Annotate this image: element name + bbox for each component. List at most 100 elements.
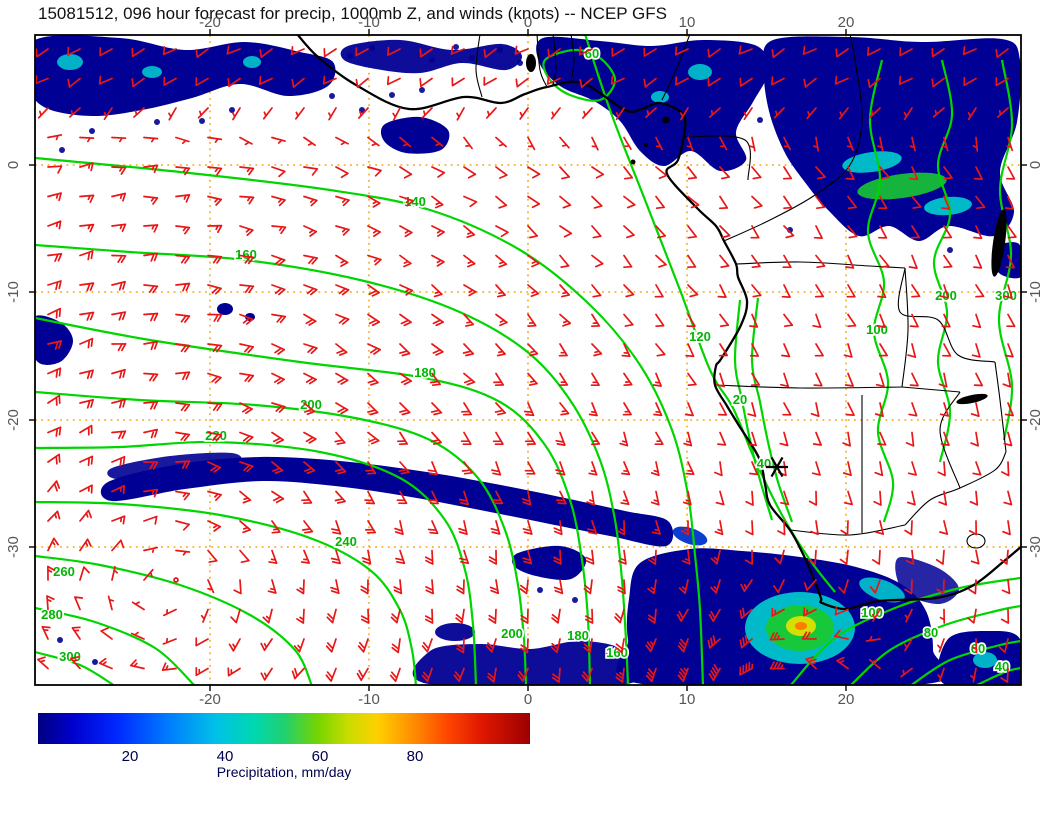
country-border: [901, 386, 961, 393]
precip-cell: [217, 303, 233, 315]
contour-label: 40: [757, 456, 771, 471]
lake: [956, 393, 988, 405]
colorbar-tick-labels: 20 40 60 80: [122, 748, 424, 765]
contour-label: 80: [924, 625, 938, 640]
lon-label-bottom: 10: [679, 691, 696, 708]
precip-speckle: [199, 118, 205, 124]
country-border: [723, 35, 863, 242]
precip-speckle: [757, 117, 763, 123]
map-title: 15081512, 096 hour forecast for precip, …: [38, 4, 667, 23]
precip-speckle: [429, 57, 435, 63]
country-border: [714, 384, 903, 389]
precip-cell: [243, 56, 261, 68]
precip-area: [100, 456, 674, 547]
country-border: [939, 391, 961, 489]
colorbar-caption: Precipitation, mm/day: [217, 764, 352, 780]
precip-speckle: [229, 107, 235, 113]
contour-label: 160: [235, 247, 257, 262]
precip-area: [107, 452, 242, 480]
country-border: [475, 35, 483, 98]
contour-label: 120: [689, 329, 711, 344]
lon-label-top: 10: [679, 14, 696, 31]
precip-speckle: [59, 147, 65, 153]
lon-label-top: -20: [199, 14, 221, 31]
lon-label-top: 0: [524, 14, 532, 31]
country-border: [735, 261, 906, 269]
height-contour-20: [733, 299, 774, 521]
contour-label-layer: 1401601802002202402602803001202040100200…: [39, 44, 1018, 676]
precip-speckle: [57, 637, 63, 643]
precip-speckle: [329, 93, 335, 99]
africa-coastline: [296, 35, 1021, 611]
lat-label-left: 0: [5, 161, 22, 169]
precip-speckle: [947, 247, 953, 253]
height-contour-40: [974, 666, 1021, 685]
coastline-layer: [296, 35, 1021, 611]
precip-area: [763, 36, 1021, 241]
precip-area: [380, 116, 450, 154]
contour-label: 260: [53, 564, 75, 579]
wind-barb-layer: [35, 45, 1017, 683]
height-contour-280: [35, 606, 196, 685]
contour-label: 100: [861, 605, 883, 620]
colorbar-gradient: [38, 713, 530, 744]
lat-label-right: -20: [1027, 409, 1044, 431]
height-contour-100: [866, 59, 895, 523]
lon-label-bottom: -20: [199, 691, 221, 708]
precip-speckle: [537, 587, 543, 593]
precip-speckle: [419, 87, 425, 93]
colorbar-tick-label: 60: [312, 748, 329, 765]
precip-speckle: [572, 597, 578, 603]
precip-cell: [842, 151, 902, 173]
country-border: [901, 267, 909, 388]
height-contour-140: [35, 156, 705, 685]
contour-label: 180: [414, 365, 436, 380]
precip-cell: [435, 623, 475, 641]
contour-label: 40: [995, 659, 1009, 674]
country-border: [994, 361, 1007, 453]
precip-area: [35, 315, 73, 365]
lon-label-top: 20: [838, 14, 855, 31]
precip-speckle: [347, 53, 353, 59]
country-border: [570, 35, 575, 83]
lake: [526, 54, 536, 72]
precip-speckle: [92, 659, 98, 665]
lat-label-left: -20: [5, 409, 22, 431]
height-contour-160: [35, 243, 630, 685]
lon-label-bottom: -10: [358, 691, 380, 708]
asterisk-line: [770, 456, 784, 478]
height-contour-60: [542, 48, 617, 102]
plot-area: 1401601802002202402602803001202040100200…: [35, 35, 1021, 685]
precip-speckle: [585, 67, 591, 73]
height-contour-200: [35, 390, 528, 685]
height-contour-300: [997, 59, 1014, 441]
country-border: [661, 35, 691, 101]
contour-label: 200: [501, 626, 523, 641]
lake: [991, 209, 1007, 277]
precip-speckle: [89, 128, 95, 134]
lon-label-top: -10: [358, 14, 380, 31]
contour-label: 20: [733, 392, 747, 407]
precip-cell: [142, 66, 162, 78]
lat-label-right: -30: [1027, 536, 1044, 558]
country-border: [789, 524, 906, 536]
precip-speckle: [389, 92, 395, 98]
precip-speckle: [517, 60, 523, 66]
precip-speckle: [497, 47, 503, 53]
contour-label: 280: [41, 607, 63, 622]
precip-speckle: [637, 127, 643, 133]
contour-label: 140: [404, 194, 426, 209]
height-contour-220: [35, 440, 478, 685]
precip-area: [511, 545, 587, 581]
colorbar-tick-label: 40: [217, 748, 234, 765]
country-border: [536, 35, 548, 88]
lat-label-right: 0: [1027, 161, 1044, 169]
contour-label: 200: [300, 397, 322, 412]
contour-label: 160: [606, 645, 628, 660]
height-contour-200: [932, 59, 954, 463]
wind-barbs: [35, 45, 1017, 683]
precip-speckle: [299, 67, 305, 73]
contour-label: 180: [567, 628, 589, 643]
